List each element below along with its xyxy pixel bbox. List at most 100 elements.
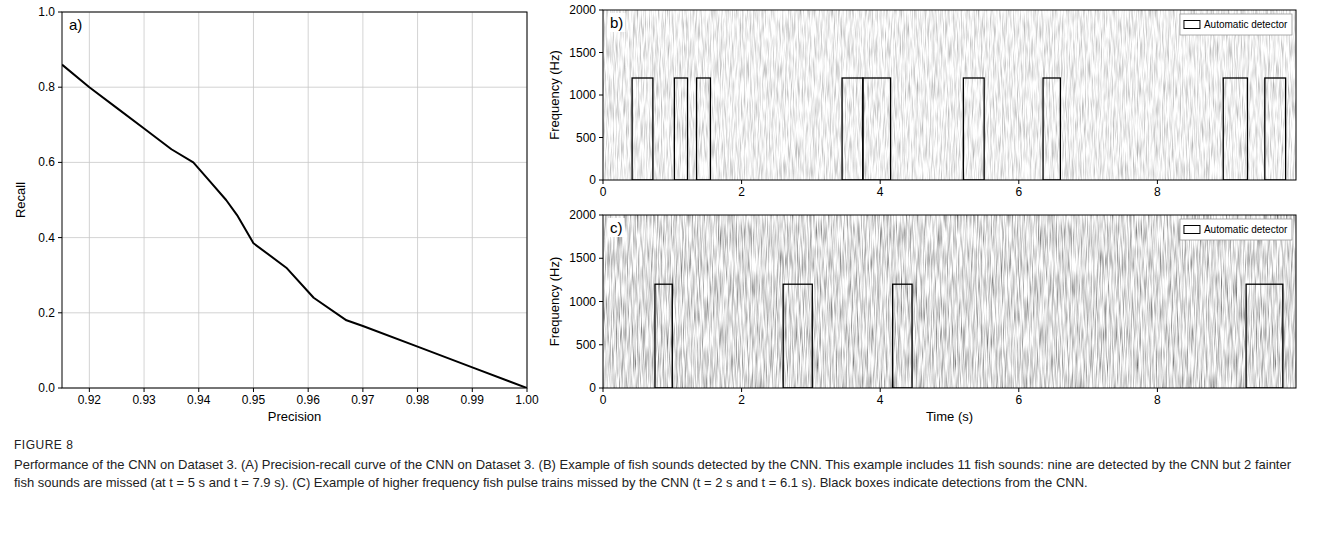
x-tick — [603, 388, 604, 392]
panel-1: 024680500100015002000Frequency (Hz)b)Aut… — [547, 3, 1296, 199]
x-tick-label: 0.99 — [461, 393, 485, 407]
caption-label: FIGURE 8 — [14, 438, 1310, 452]
detection-box — [1246, 284, 1283, 388]
y-axis-title: Recall — [13, 182, 28, 218]
x-tick-label: 0.98 — [406, 393, 430, 407]
y-tick — [599, 95, 603, 96]
y-tick — [58, 237, 62, 238]
x-tick-label: 1.00 — [515, 393, 539, 407]
y-tick — [58, 12, 62, 13]
detection-box — [655, 284, 672, 388]
y-tick-label: 0 — [589, 173, 596, 187]
y-tick — [599, 215, 603, 216]
y-tick — [599, 137, 603, 138]
grid-line — [144, 12, 145, 388]
y-tick — [599, 388, 603, 389]
y-tick — [599, 10, 603, 11]
spectrogram-background — [603, 10, 1296, 180]
y-tick — [599, 180, 603, 181]
y-tick — [599, 301, 603, 302]
panel-label-background — [608, 13, 625, 32]
y-tick-label: 1500 — [569, 251, 596, 265]
data-group — [62, 65, 527, 388]
detection-box — [674, 78, 687, 180]
detection-box — [842, 78, 863, 180]
x-tick — [198, 388, 199, 392]
plot-frame — [62, 12, 527, 388]
y-tick-label: 0.0 — [38, 381, 55, 395]
grid-line — [62, 162, 527, 163]
plot-frame — [603, 215, 1296, 388]
x-tick — [472, 388, 473, 392]
x-tick — [603, 180, 604, 184]
grid-line — [472, 12, 473, 388]
x-tick — [308, 388, 309, 392]
panel-label-background — [608, 218, 625, 237]
y-tick-label: 2000 — [569, 208, 596, 222]
y-tick — [58, 388, 62, 389]
x-tick — [880, 180, 881, 184]
x-tick — [417, 388, 418, 392]
x-tick-label: 2 — [738, 393, 745, 407]
y-tick — [599, 258, 603, 259]
y-tick-label: 1500 — [569, 46, 596, 60]
grid-line — [62, 237, 527, 238]
y-tick-label: 1.0 — [38, 5, 55, 19]
legend-frame — [1180, 219, 1292, 240]
panel-label: b) — [610, 14, 623, 31]
x-tick-label: 0.97 — [351, 393, 375, 407]
legend: Automatic detector — [1180, 219, 1292, 240]
x-tick — [89, 388, 90, 392]
grid-line — [308, 12, 309, 388]
y-tick — [58, 162, 62, 163]
grid-line — [362, 12, 363, 388]
spectrogram-background — [603, 215, 1296, 388]
y-tick-label: 0.8 — [38, 80, 55, 94]
legend-label: Automatic detector — [1204, 224, 1288, 235]
legend-swatch — [1184, 226, 1200, 234]
x-tick-label: 6 — [1015, 185, 1022, 199]
legend-frame — [1180, 14, 1292, 35]
x-tick — [1157, 388, 1158, 392]
y-tick-label: 0.2 — [38, 306, 55, 320]
x-tick-label: 0.92 — [78, 393, 102, 407]
pr-curve — [62, 65, 527, 388]
detection-box — [1265, 78, 1286, 180]
detection-box — [1043, 78, 1060, 180]
y-tick-label: 500 — [576, 338, 596, 352]
y-tick-label: 1000 — [569, 295, 596, 309]
x-tick-label: 0 — [600, 185, 607, 199]
grid-line — [89, 12, 90, 388]
x-tick — [741, 180, 742, 184]
y-axis-title: Frequency (Hz) — [547, 50, 562, 140]
x-tick-label: 4 — [877, 185, 884, 199]
x-tick-label: 8 — [1154, 393, 1161, 407]
y-tick — [599, 52, 603, 53]
x-tick-label: 4 — [877, 393, 884, 407]
grid-line — [417, 12, 418, 388]
panel-2: 024680500100015002000Time (s)Frequency (… — [547, 208, 1296, 424]
y-tick-label: 0.6 — [38, 155, 55, 169]
detection-box — [1223, 78, 1247, 180]
x-tick — [1018, 180, 1019, 184]
y-axis-title: Frequency (Hz) — [547, 257, 562, 347]
y-tick-label: 0 — [589, 381, 596, 395]
detection-box — [697, 78, 711, 180]
x-tick-label: 6 — [1015, 393, 1022, 407]
grid-line — [62, 87, 527, 88]
x-tick-label: 8 — [1154, 185, 1161, 199]
x-tick — [880, 388, 881, 392]
plot-background — [62, 12, 527, 388]
x-tick — [144, 388, 145, 392]
data-group — [655, 284, 1283, 388]
x-tick — [253, 388, 254, 392]
grid-line — [62, 312, 527, 313]
y-tick — [58, 87, 62, 88]
y-tick-label: 1000 — [569, 88, 596, 102]
detection-box — [863, 78, 891, 180]
x-axis-title: Time (s) — [926, 409, 973, 424]
y-tick-label: 2000 — [569, 3, 596, 17]
detection-box — [893, 284, 912, 388]
detection-box — [632, 78, 653, 180]
detection-box — [783, 284, 812, 388]
